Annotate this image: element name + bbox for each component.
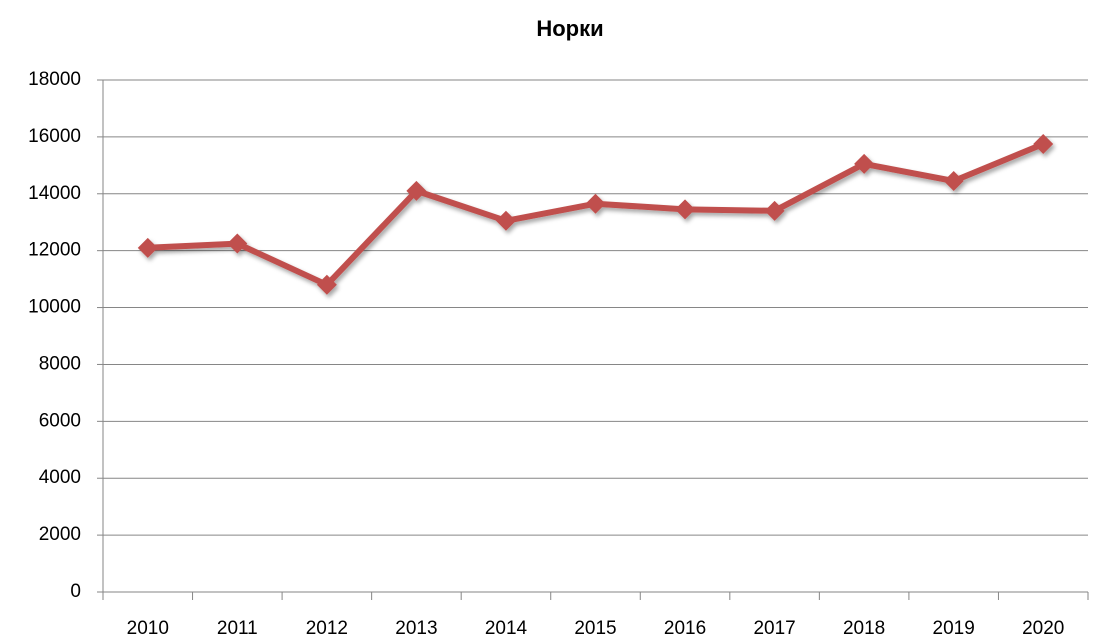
y-tick-label: 0 — [70, 581, 81, 602]
x-tick-label: 2012 — [306, 618, 348, 639]
y-tick-label: 2000 — [39, 524, 81, 545]
x-tick-label: 2018 — [843, 618, 885, 639]
line — [147, 141, 1045, 288]
y-tick-label: 6000 — [39, 410, 81, 431]
x-tick-label: 2011 — [217, 618, 258, 639]
marker — [675, 199, 696, 220]
x-tick-label: 2019 — [933, 618, 975, 639]
marker — [406, 180, 427, 201]
marker — [854, 153, 875, 174]
y-tick-label: 4000 — [39, 467, 81, 488]
x-tick-label: 2010 — [127, 618, 169, 639]
x-tick-label: 2020 — [1022, 618, 1064, 639]
y-tick-label: 18000 — [28, 69, 81, 90]
x-tick-label: 2013 — [395, 618, 437, 639]
y-tick-label: 16000 — [28, 126, 81, 147]
marker — [227, 233, 248, 254]
marker — [137, 237, 158, 258]
y-tick-label: 8000 — [39, 353, 81, 374]
series — [137, 134, 1054, 295]
chart-title: Норки — [536, 16, 603, 41]
y-tick-label: 14000 — [28, 183, 81, 204]
marker — [764, 200, 785, 221]
x-tick-label: 2017 — [753, 618, 795, 639]
x-tick-label: 2014 — [485, 618, 528, 639]
marker — [585, 193, 606, 214]
marker — [495, 210, 516, 231]
x-tick-label: 2015 — [574, 618, 616, 639]
marker — [943, 170, 964, 191]
marker — [1033, 134, 1054, 154]
marker — [316, 274, 337, 295]
x-tick-label: 2016 — [664, 618, 706, 639]
y-tick-label: 10000 — [28, 297, 81, 318]
y-tick-label: 12000 — [28, 240, 81, 261]
